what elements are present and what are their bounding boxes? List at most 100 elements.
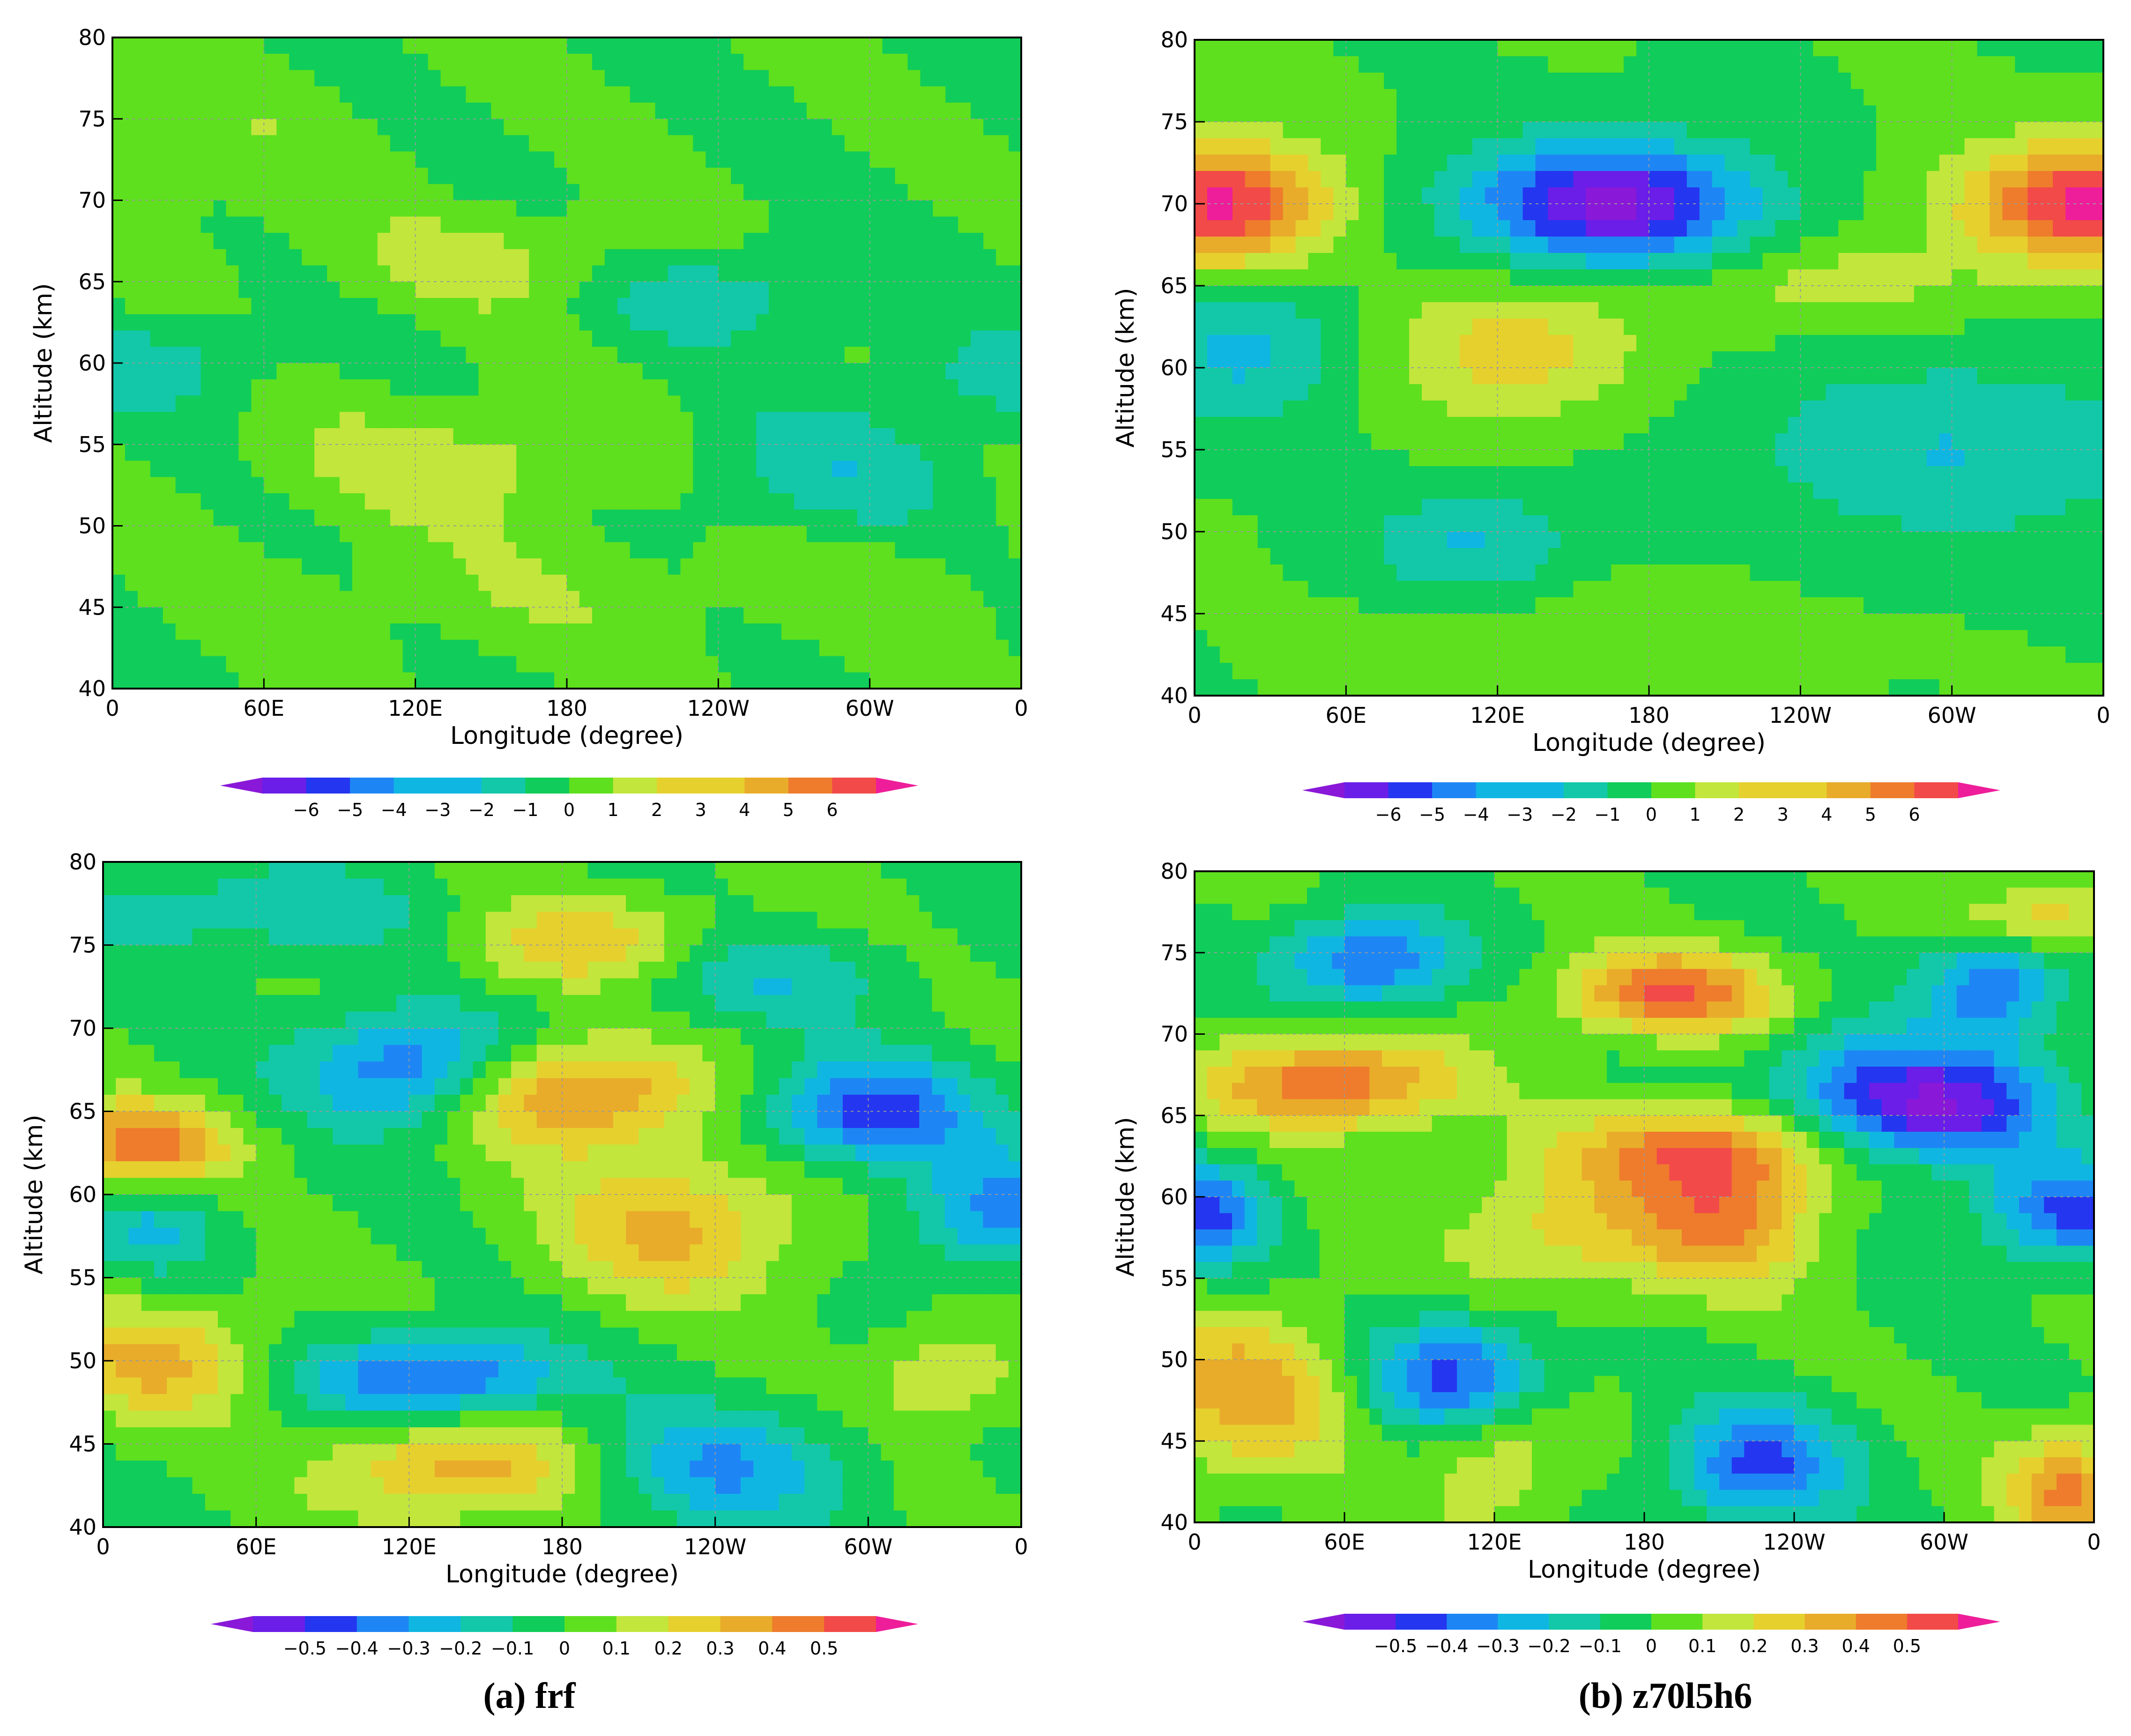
heatmap-cell (895, 477, 908, 494)
heatmap-cell (907, 135, 921, 152)
heatmap-cell (264, 265, 277, 282)
heatmap-cell (453, 233, 467, 250)
heatmap-cell (554, 542, 567, 559)
heatmap-cell (731, 347, 744, 364)
heatmap-cell (895, 314, 908, 331)
heatmap-cell (743, 591, 757, 608)
heatmap-cell (302, 542, 315, 559)
heatmap-cell (213, 151, 227, 168)
heatmap-cell (769, 233, 782, 250)
heatmap-cell (364, 347, 378, 364)
heatmap-cell (907, 184, 921, 201)
heatmap-cell (1346, 564, 1359, 581)
heatmap-cell (554, 314, 567, 331)
heatmap-cell (1270, 499, 1284, 516)
heatmap-cell (112, 574, 126, 592)
heatmap-cell (958, 412, 971, 429)
heatmap-cell (1459, 187, 1473, 204)
heatmap-cell (440, 477, 454, 494)
heatmap-cell (112, 86, 126, 103)
heatmap-cell (1308, 105, 1322, 122)
heatmap-cell (554, 623, 567, 640)
heatmap-cell (1510, 663, 1523, 680)
heatmap-cell (352, 412, 365, 429)
heatmap-cell (1686, 368, 1700, 385)
heatmap-cell (869, 103, 883, 119)
heatmap-cell (251, 460, 265, 477)
heatmap-cell (188, 249, 201, 266)
heatmap-cell (516, 379, 529, 396)
heatmap-cell (592, 574, 605, 592)
heatmap-cell (1409, 597, 1422, 614)
heatmap-cell (844, 119, 858, 136)
heatmap-cell (1788, 351, 1801, 368)
heatmap-cell (971, 37, 984, 54)
heatmap-cell (1257, 351, 1271, 368)
heatmap-cell (188, 444, 201, 461)
heatmap-cell (1800, 351, 1813, 368)
heatmap-cell (693, 363, 706, 380)
heatmap-cell (731, 558, 744, 575)
heatmap-cell (1245, 564, 1258, 581)
heatmap-cell (920, 233, 934, 250)
heatmap-cell (1207, 548, 1220, 565)
heatmap-cell (1699, 335, 1713, 352)
heatmap-cell (1573, 663, 1586, 680)
heatmap-cell (1485, 40, 1498, 57)
heatmap-cell (718, 672, 731, 689)
heatmap-cell (504, 412, 517, 429)
heatmap-cell (364, 395, 378, 412)
heatmap-cell (1560, 319, 1574, 335)
heatmap-cell (1510, 253, 1523, 270)
heatmap-cell (1497, 319, 1511, 335)
y-tick-label: 40 (78, 676, 106, 701)
heatmap-cell (668, 282, 681, 298)
heatmap-cell (1346, 532, 1359, 549)
heatmap-cell (314, 103, 327, 119)
heatmap-cell (415, 607, 429, 624)
heatmap-cell (1245, 155, 1258, 171)
heatmap-cell (1788, 138, 1801, 155)
heatmap-cell (1636, 433, 1649, 450)
heatmap-cell (453, 135, 467, 152)
heatmap-cell (1409, 319, 1422, 335)
heatmap-cell (693, 70, 706, 87)
heatmap-cell (226, 395, 239, 412)
heatmap-cell (1510, 679, 1523, 696)
heatmap-cell (491, 37, 504, 54)
heatmap-cell (1396, 450, 1410, 467)
heatmap-cell (163, 639, 176, 657)
heatmap-cell (542, 607, 555, 624)
heatmap-cell (1661, 302, 1675, 319)
heatmap-cell (1750, 286, 1763, 303)
heatmap-cell (1686, 679, 1700, 696)
heatmap-cell (1737, 40, 1751, 57)
heatmap-cell (238, 314, 252, 331)
heatmap-cell (340, 607, 353, 624)
heatmap-cell (1207, 138, 1220, 155)
heatmap-cell (983, 493, 996, 510)
heatmap-cell (440, 184, 454, 201)
heatmap-cell (743, 477, 757, 494)
heatmap-cell (1573, 319, 1586, 335)
heatmap-cell (1598, 433, 1611, 450)
heatmap-cell (1775, 663, 1789, 680)
heatmap-cell (402, 558, 416, 575)
heatmap-cell (213, 53, 227, 71)
heatmap-cell (213, 298, 227, 315)
heatmap-cell (314, 330, 327, 347)
heatmap-cell (137, 656, 151, 673)
heatmap-cell (1548, 155, 1561, 171)
heatmap-cell (1535, 319, 1549, 335)
heatmap-cell (364, 591, 378, 608)
heatmap-cell (1826, 269, 1839, 286)
heatmap-cell (276, 591, 290, 608)
heatmap-cell (832, 477, 845, 494)
heatmap-cell (895, 216, 908, 233)
heatmap-cell (844, 412, 858, 429)
heatmap-cell (440, 591, 454, 608)
heatmap-cell (1686, 630, 1700, 647)
heatmap-cell (731, 395, 744, 412)
heatmap-cell (264, 282, 277, 298)
heatmap-cell (289, 103, 302, 119)
